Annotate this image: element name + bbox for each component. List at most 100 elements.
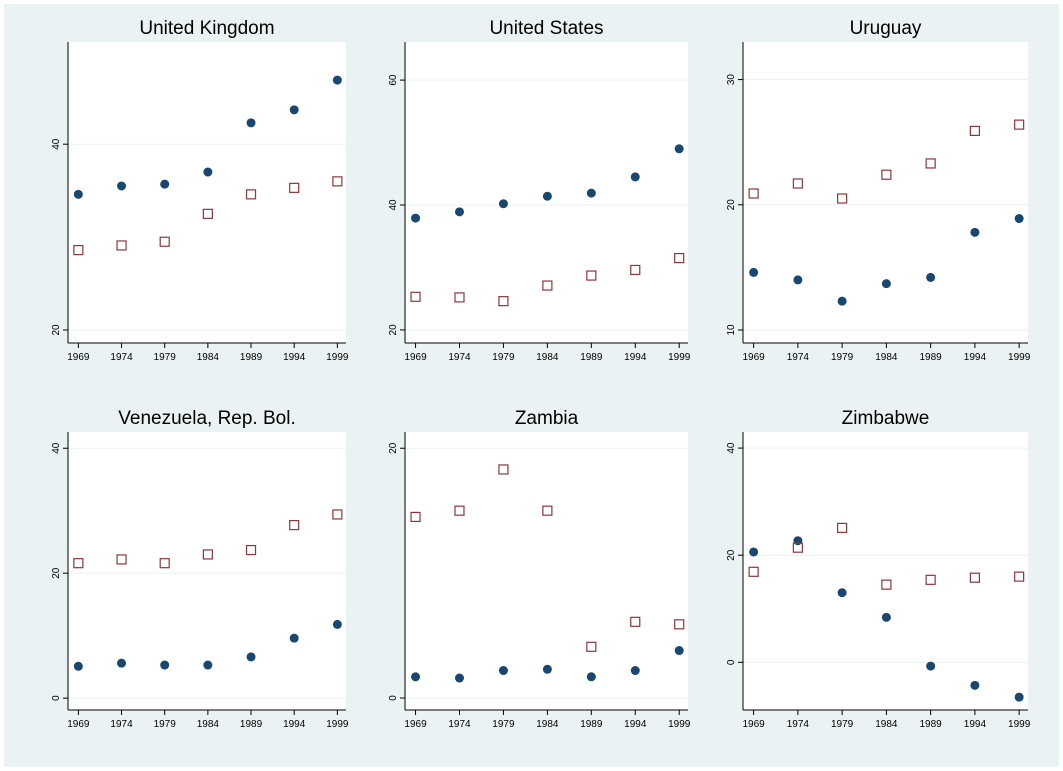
panel: United Kingdom 20 40 1969 1974 1979 1984 1989 19… bbox=[51, 18, 349, 363]
x-tick-label: 1974 bbox=[787, 352, 810, 363]
point bbox=[1014, 119, 1025, 130]
point bbox=[674, 252, 685, 264]
x-tick-label: 1994 bbox=[283, 719, 306, 730]
x-tick-label: 1989 bbox=[580, 352, 603, 363]
x-tick-label: 1974 bbox=[448, 352, 471, 363]
y-tick-label: 40 bbox=[726, 442, 737, 454]
x-tick-label: 1979 bbox=[492, 352, 515, 363]
point bbox=[454, 292, 465, 303]
point bbox=[411, 672, 421, 682]
point bbox=[630, 616, 641, 627]
point bbox=[586, 270, 597, 281]
point bbox=[289, 182, 300, 193]
plot-area bbox=[743, 42, 1028, 343]
point bbox=[245, 544, 257, 556]
point bbox=[792, 542, 803, 553]
point bbox=[410, 291, 421, 302]
point bbox=[674, 144, 684, 154]
point bbox=[970, 227, 980, 237]
y-tick-label: 20 bbox=[51, 567, 62, 579]
x-tick-label: 1974 bbox=[448, 719, 471, 730]
panel-title: Zambia bbox=[515, 408, 579, 429]
x-tick-label: 1969 bbox=[67, 719, 90, 730]
point bbox=[411, 213, 421, 223]
x-tick-label: 1984 bbox=[197, 719, 220, 730]
point bbox=[160, 179, 170, 189]
point bbox=[246, 118, 256, 128]
x-tick-label: 1989 bbox=[920, 352, 943, 363]
point bbox=[73, 558, 84, 569]
x-tick-label: 1969 bbox=[742, 352, 765, 363]
point bbox=[159, 236, 170, 247]
panel: Venezuela, Rep. Bol. 0 20 40 1969 1974 1979 198… bbox=[51, 408, 349, 730]
point bbox=[542, 505, 553, 516]
y-tick-label: 20 bbox=[726, 199, 737, 211]
x-tick-label: 1974 bbox=[787, 719, 810, 730]
point bbox=[674, 619, 685, 630]
x-tick-label: 1979 bbox=[154, 352, 177, 363]
point bbox=[1014, 571, 1025, 582]
point bbox=[674, 646, 684, 656]
point bbox=[332, 509, 343, 520]
y-tick-label: 60 bbox=[388, 74, 399, 86]
point bbox=[202, 549, 213, 560]
x-tick-label: 1984 bbox=[875, 719, 898, 730]
x-tick-label: 1969 bbox=[742, 719, 765, 730]
y-tick-label: 40 bbox=[388, 199, 399, 211]
y-tick-label: 20 bbox=[51, 324, 62, 336]
x-tick-label: 1979 bbox=[154, 719, 177, 730]
y-tick-label: 20 bbox=[388, 442, 399, 454]
point bbox=[748, 188, 759, 199]
x-tick-label: 1999 bbox=[1008, 352, 1031, 363]
point bbox=[793, 275, 803, 285]
x-tick-label: 1989 bbox=[240, 352, 263, 363]
point bbox=[332, 75, 342, 85]
panel: Zimbabwe 0 20 40 1969 1974 1979 1984 1989 1994 199… bbox=[726, 408, 1031, 730]
point bbox=[73, 661, 83, 671]
point bbox=[498, 199, 508, 209]
point bbox=[969, 572, 980, 583]
x-tick-label: 1969 bbox=[67, 352, 90, 363]
panel: Uruguay 10 20 30 1969 1974 1979 1984 1989 1994 199… bbox=[726, 18, 1031, 363]
point bbox=[542, 191, 552, 201]
point bbox=[630, 172, 640, 182]
point bbox=[969, 125, 980, 136]
y-tick-label: 20 bbox=[388, 324, 399, 336]
y-tick-label: 0 bbox=[726, 659, 737, 665]
point bbox=[116, 554, 127, 565]
point bbox=[926, 661, 936, 671]
point bbox=[793, 536, 803, 546]
x-tick-label: 1984 bbox=[536, 352, 559, 363]
point bbox=[73, 189, 83, 199]
point bbox=[289, 519, 300, 531]
point bbox=[837, 193, 848, 204]
point bbox=[246, 652, 256, 662]
point bbox=[454, 673, 464, 683]
panel-title: Uruguay bbox=[850, 18, 922, 39]
point bbox=[289, 633, 299, 643]
point bbox=[792, 178, 803, 189]
point bbox=[749, 547, 759, 557]
x-tick-label: 1979 bbox=[492, 719, 515, 730]
x-tick-label: 1974 bbox=[110, 719, 133, 730]
point bbox=[454, 207, 464, 217]
x-tick-label: 1994 bbox=[964, 352, 987, 363]
x-tick-label: 1969 bbox=[404, 719, 427, 730]
x-tick-label: 1979 bbox=[831, 352, 854, 363]
point bbox=[117, 181, 127, 191]
panel-title: Venezuela, Rep. Bol. bbox=[118, 408, 295, 429]
x-tick-label: 1994 bbox=[964, 719, 987, 730]
point bbox=[630, 264, 641, 276]
x-tick-label: 1989 bbox=[240, 719, 263, 730]
point bbox=[586, 672, 596, 682]
point bbox=[159, 558, 170, 569]
point bbox=[586, 188, 596, 198]
point bbox=[73, 244, 84, 256]
point bbox=[837, 588, 847, 598]
y-tick-label: 20 bbox=[726, 549, 737, 561]
point bbox=[245, 189, 257, 200]
point bbox=[332, 619, 342, 629]
y-tick-label: 30 bbox=[726, 74, 737, 86]
x-tick-label: 1989 bbox=[920, 719, 943, 730]
panel: Zambia 0 20 1969 1974 1979 1984 1989 1994 1999 bbox=[388, 408, 691, 730]
